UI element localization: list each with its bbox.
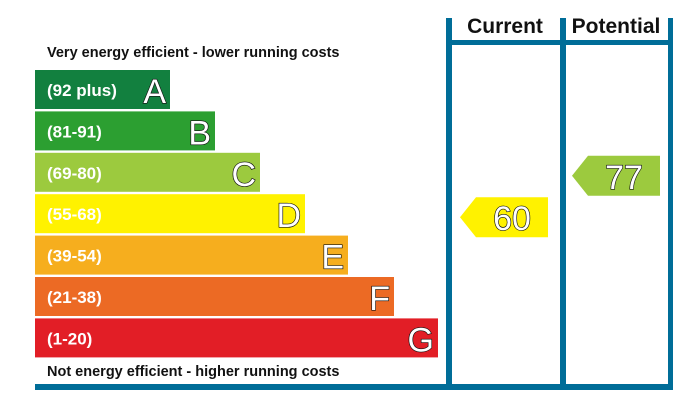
band-range: (39-54) <box>47 247 102 266</box>
bottom-caption: Not energy efficient - higher running co… <box>47 364 339 380</box>
band-a: (92 plus) A <box>35 70 170 112</box>
current-rating-arrow-shape <box>460 197 548 238</box>
band-range: (55-68) <box>47 205 102 224</box>
current-rating-arrow-value: 60 <box>493 200 531 238</box>
band-d: (55-68) D <box>35 194 305 236</box>
band-letter: E <box>321 239 344 277</box>
band-bar <box>35 277 394 316</box>
band-range: (92 plus) <box>47 81 117 100</box>
band-bar <box>35 194 305 234</box>
chart-frame <box>35 18 673 390</box>
band-g: (1-20) G <box>35 318 438 360</box>
band-range: (1-20) <box>47 329 92 348</box>
potential-rating-arrow: 77 <box>572 155 660 197</box>
band-bar <box>35 152 260 192</box>
band-bar <box>35 318 438 358</box>
potential-rating-arrow-shape <box>572 155 660 196</box>
frame-line <box>560 18 566 390</box>
band-letter: D <box>276 197 301 235</box>
band-bar <box>35 70 170 109</box>
frame-line <box>35 384 673 390</box>
band-b: (81-91) B <box>35 111 215 153</box>
band-range: (81-91) <box>47 122 102 141</box>
frame-line <box>446 18 452 390</box>
frame-line <box>446 40 673 45</box>
header-potential: Potential <box>572 15 661 38</box>
band-range: (69-80) <box>47 164 102 183</box>
band-letter: F <box>369 280 390 318</box>
frame-line <box>668 18 673 390</box>
band-e: (39-54) E <box>35 235 348 277</box>
band-f: (21-38) F <box>35 277 394 319</box>
band-bar <box>35 111 215 151</box>
band-letter: G <box>408 321 434 359</box>
band-letter: B <box>188 114 211 152</box>
potential-rating-arrow-value: 77 <box>605 159 643 197</box>
header-current: Current <box>467 15 543 38</box>
band-bar <box>35 235 348 275</box>
band-c: (69-80) C <box>35 152 260 194</box>
band-letter: C <box>231 156 256 194</box>
top-caption: Very energy efficient - lower running co… <box>47 45 340 61</box>
band-range: (21-38) <box>47 288 102 307</box>
current-rating-arrow: 60 <box>460 197 548 239</box>
band-letter: A <box>143 73 166 111</box>
